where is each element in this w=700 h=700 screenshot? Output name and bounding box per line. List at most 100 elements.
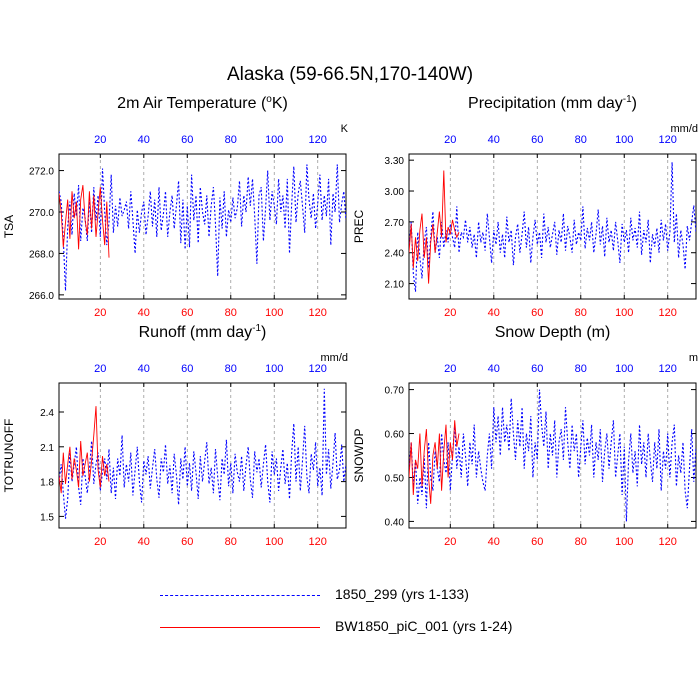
panel-title-superscript: -1 [252, 323, 261, 334]
x-tick-label-top: 100 [615, 363, 633, 375]
y-tick-label: 2.1 [40, 443, 54, 454]
y-axis-label: PREC [352, 209, 366, 243]
x-tick-label-bottom: 80 [225, 536, 237, 548]
y-tick-label: 1.5 [40, 512, 54, 523]
x-tick-label-bottom: 120 [659, 536, 677, 548]
x-tick-label-top: 120 [309, 363, 327, 375]
units-label: mm/d [671, 123, 699, 135]
x-tick-label-bottom: 40 [488, 536, 500, 548]
units-label: K [341, 123, 349, 135]
x-tick-label-top: 80 [575, 363, 587, 375]
plot-frame [58, 382, 347, 529]
plot-frame [408, 153, 697, 300]
plot-frame [408, 382, 697, 529]
x-tick-label-top: 40 [138, 134, 150, 146]
x-tick-label-top: 60 [531, 363, 543, 375]
x-tick-label-top: 20 [94, 134, 106, 146]
x-tick-label-bottom: 80 [575, 307, 587, 319]
x-tick-label-bottom: 20 [94, 536, 106, 548]
y-tick-label: 268.0 [29, 249, 54, 260]
y-tick-label: 2.40 [385, 249, 405, 260]
panel-title: Snow Depth (m) [495, 324, 611, 341]
x-tick-label-bottom: 100 [265, 307, 283, 319]
y-tick-label: 0.40 [385, 517, 405, 528]
x-tick-label-bottom: 80 [225, 307, 237, 319]
x-tick-label-bottom: 20 [94, 307, 106, 319]
figure-title: Alaska (59-66.5N,170-140W) [227, 64, 473, 85]
series-line-1850-299 [409, 389, 696, 522]
y-tick-label: 2.4 [40, 408, 54, 419]
x-tick-label-bottom: 80 [575, 536, 587, 548]
x-tick-label-bottom: 40 [138, 307, 150, 319]
legend-entry-1850-299: 1850_299 (yrs 1-133) [160, 586, 580, 606]
series-line-bw1850-pic-001 [59, 185, 110, 258]
x-tick-label-top: 20 [444, 363, 456, 375]
series-line-1850-299 [59, 164, 346, 291]
x-tick-label-top: 60 [181, 134, 193, 146]
y-axis-label: TOTRUNOFF [2, 419, 16, 493]
panel-tsa: 2m Air Temperature (oK) 20 40 60 80 100 120 20 4… [2, 94, 349, 319]
series-line-bw1850-pic-001 [409, 170, 460, 284]
panel-title: 2m Air Temperature (oK) [117, 94, 288, 112]
y-tick-label: 1.8 [40, 478, 54, 489]
x-tick-label-bottom: 60 [531, 536, 543, 548]
x-tick-label-bottom: 100 [615, 536, 633, 548]
x-tick-label-top: 20 [94, 363, 106, 375]
panel-title-superscript: o [266, 94, 272, 105]
y-tick-label: 270.0 [29, 208, 54, 219]
x-tick-label-bottom: 100 [265, 536, 283, 548]
x-tick-label-top: 80 [225, 134, 237, 146]
legend-label-1850-299: 1850_299 (yrs 1-133) [335, 586, 469, 602]
y-tick-label: 0.50 [385, 473, 405, 484]
x-tick-label-top: 40 [488, 363, 500, 375]
y-axis-label: TSA [2, 215, 16, 238]
panel-title-superscript: -1 [623, 94, 632, 105]
x-tick-label-bottom: 60 [531, 307, 543, 319]
x-tick-label-bottom: 120 [659, 307, 677, 319]
x-tick-label-bottom: 40 [138, 536, 150, 548]
y-axis-label: SNOWDP [352, 429, 366, 483]
legend-label-bw1850-pic-001: BW1850_piC_001 (yrs 1-24) [335, 618, 513, 634]
x-tick-label-top: 120 [659, 134, 677, 146]
panel-title-text: K) [272, 95, 288, 112]
panel-title-text: 2m Air Temperature ( [117, 95, 267, 112]
panel-title-text: ) [261, 324, 266, 341]
x-tick-label-bottom: 20 [444, 307, 456, 319]
panel-title-text: Precipitation (mm day [468, 95, 623, 112]
y-tick-label: 2.10 [385, 280, 405, 291]
series-line-bw1850-pic-001 [409, 420, 460, 504]
x-tick-label-top: 80 [225, 363, 237, 375]
x-tick-label-bottom: 60 [181, 536, 193, 548]
y-tick-label: 0.70 [385, 386, 405, 397]
x-tick-label-bottom: 100 [615, 307, 633, 319]
panel-title: Precipitation (mm day-1) [468, 94, 637, 112]
panel-title-text: ) [632, 95, 637, 112]
plot-frame [58, 153, 347, 300]
series-line-bw1850-pic-001 [59, 406, 110, 494]
legend-swatch-red-solid [160, 627, 320, 628]
x-tick-label-top: 60 [531, 134, 543, 146]
x-tick-label-bottom: 20 [444, 536, 456, 548]
x-tick-label-top: 120 [659, 363, 677, 375]
panel-totrunoff: Runoff (mm day-1) 20 40 60 80 100 120 20 40 60 80 1… [2, 323, 348, 548]
x-tick-label-bottom: 40 [488, 307, 500, 319]
units-label: mm/d [321, 352, 349, 364]
y-tick-label: 266.0 [29, 291, 54, 302]
panel-prec: Precipitation (mm day-1) 20 40 60 80 100 120 20… [352, 94, 698, 319]
x-tick-label-top: 60 [181, 363, 193, 375]
x-tick-label-top: 100 [265, 363, 283, 375]
series-line-1850-299 [59, 388, 346, 519]
panel-title: Runoff (mm day-1) [139, 323, 267, 341]
x-tick-label-top: 100 [265, 134, 283, 146]
x-tick-label-top: 80 [575, 134, 587, 146]
units-label: m [689, 352, 698, 364]
x-tick-label-top: 40 [488, 134, 500, 146]
series-line-1850-299 [409, 162, 696, 292]
legend-entry-bw1850-pic-001: BW1850_piC_001 (yrs 1-24) [160, 618, 580, 638]
panel-title-text: Runoff (mm day [139, 324, 253, 341]
y-tick-label: 2.70 [385, 218, 405, 229]
x-tick-label-top: 20 [444, 134, 456, 146]
y-tick-label: 3.30 [385, 156, 405, 167]
y-tick-label: 3.00 [385, 187, 405, 198]
